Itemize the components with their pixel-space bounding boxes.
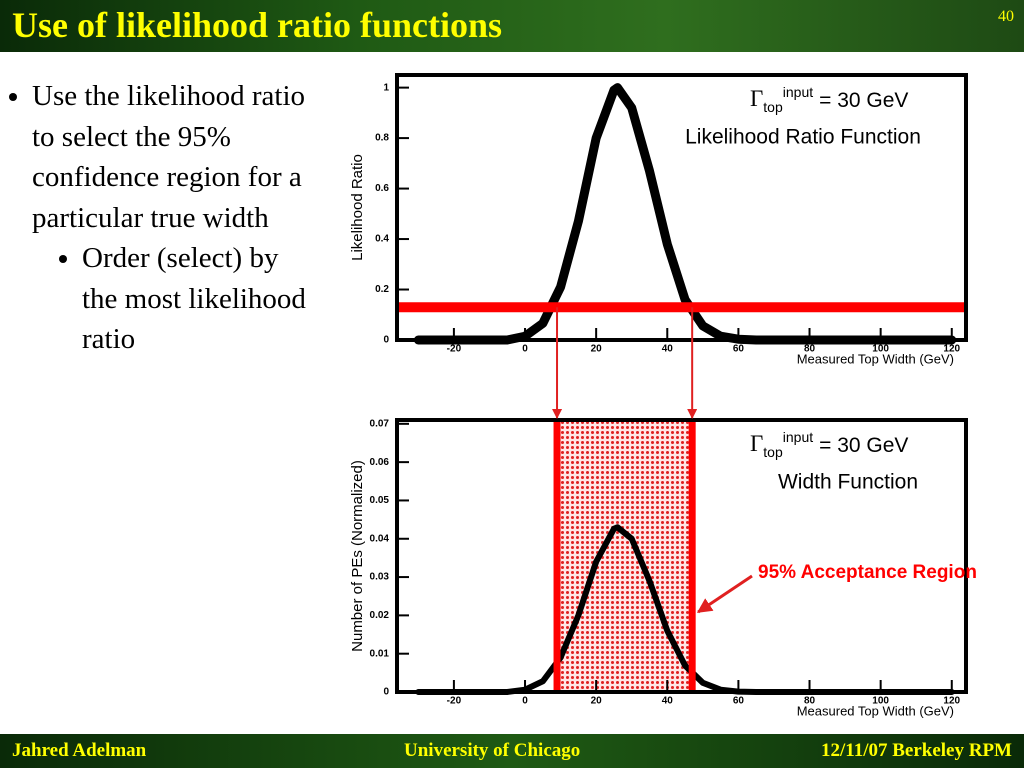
- x-tick-label: 120: [943, 696, 960, 707]
- plot-frame: [395, 73, 968, 342]
- callout: 95% Acceptance Region: [758, 562, 977, 583]
- y-tick-label: 1: [383, 82, 389, 93]
- sub-bullet: Order (select) by the most likelihood ra…: [82, 238, 320, 360]
- x-tick-label: 60: [733, 696, 745, 707]
- y-tick-label: 0.06: [370, 457, 390, 468]
- y-tick-label: 0.01: [370, 648, 390, 659]
- annotation-text: = 30 GeV: [819, 434, 908, 457]
- x-tick-label: -20: [447, 344, 462, 355]
- annotation-sub: top: [763, 444, 783, 460]
- annotation-symbol: Γ: [750, 431, 763, 456]
- y-tick-label: 0.05: [370, 495, 390, 506]
- x-axis-label: Measured Top Width (GeV): [797, 351, 954, 366]
- footer-author: Jahred Adelman: [12, 740, 147, 761]
- y-tick-label: 0.07: [370, 418, 390, 429]
- slide-title: Use of likelihood ratio functions: [12, 5, 503, 45]
- bullet: Use the likelihood ratio to select the 9…: [32, 76, 320, 238]
- callout-arrow: [696, 574, 753, 614]
- annotation-sub: top: [763, 99, 783, 115]
- annotation: Γtopinput = 30 GeV: [750, 84, 908, 115]
- y-axis-label: Number of PEs (Normalized): [349, 460, 366, 652]
- x-tick-label: 100: [872, 344, 889, 355]
- x-tick-label: 0: [522, 696, 528, 707]
- y-tick-label: 0.04: [370, 533, 390, 544]
- x-tick-label: 40: [662, 696, 674, 707]
- page-number: 40: [998, 8, 1014, 25]
- annotation-symbol: Γ: [750, 86, 763, 111]
- acceptance-region: [557, 420, 693, 692]
- y-tick-label: 0.4: [375, 234, 389, 245]
- x-tick-label: 20: [591, 696, 603, 707]
- x-tick-label: 80: [804, 344, 816, 355]
- x-tick-label: 0: [522, 344, 528, 355]
- footer: Jahred Adelman University of Chicago 12/…: [0, 734, 1024, 768]
- sub-bullet-list: Order (select) by the most likelihood ra…: [10, 238, 320, 360]
- y-tick-label: 0.02: [370, 610, 390, 621]
- y-tick-label: 0.2: [375, 284, 389, 295]
- charts: 00.20.40.60.81-20 0 20 40 60 80 100 120Measured…: [349, 73, 977, 718]
- x-tick-label: 40: [662, 344, 674, 355]
- footer-event: 12/11/07 Berkeley RPM: [820, 740, 1012, 761]
- annotation-sup: input: [783, 84, 813, 100]
- x-axis-label: Measured Top Width (GeV): [797, 703, 954, 718]
- y-tick-label: 0: [383, 335, 389, 346]
- footer-institution: University of Chicago: [404, 740, 581, 761]
- plot-frame: [395, 418, 968, 694]
- chart-title: Likelihood Ratio Function: [685, 126, 921, 149]
- annotation-sup: input: [783, 429, 813, 445]
- title-bar: Use of likelihood ratio functions 40: [0, 0, 1024, 52]
- annotation: Γtopinput = 30 GeV: [750, 429, 908, 460]
- x-tick-label: 20: [591, 344, 603, 355]
- x-tick-label: 60: [733, 344, 745, 355]
- x-tick-label: 80: [804, 696, 816, 707]
- y-tick-label: 0.6: [375, 183, 389, 194]
- y-tick-label: 0.8: [375, 133, 389, 144]
- chart-title: Width Function: [778, 471, 918, 494]
- y-axis-label: Likelihood Ratio: [349, 154, 366, 261]
- annotation-text: = 30 GeV: [819, 89, 908, 112]
- x-tick-label: -20: [447, 696, 462, 707]
- bullets: Use the likelihood ratio to select the 9…: [10, 76, 320, 360]
- x-tick-label: 120: [943, 344, 960, 355]
- bullet-list: Use the likelihood ratio to select the 9…: [10, 76, 320, 238]
- y-tick-label: 0.03: [370, 572, 390, 583]
- x-tick-label: 100: [872, 696, 889, 707]
- y-tick-label: 0: [383, 687, 389, 698]
